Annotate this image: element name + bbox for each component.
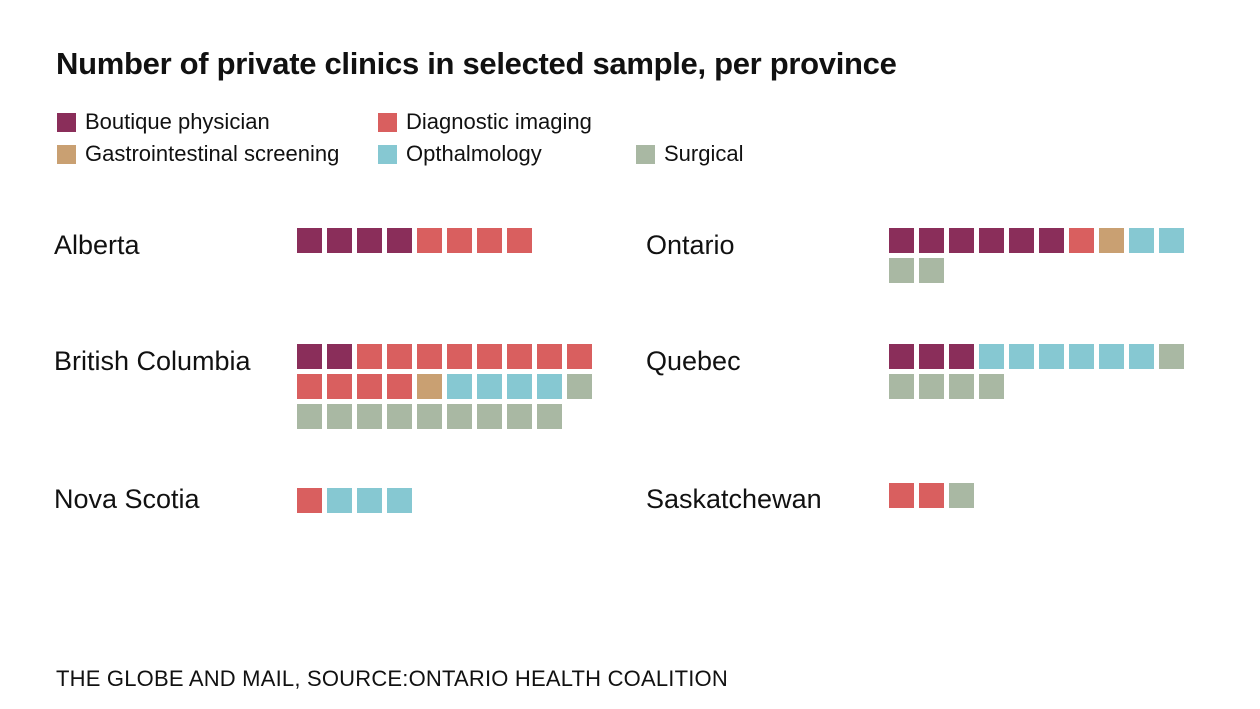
waffle-cell-ontario-gastro: [1099, 228, 1124, 253]
waffle-cell-quebec-opthalmology: [1069, 344, 1094, 369]
waffle-cell-british-columbia-diagnostic: [477, 344, 502, 369]
waffle-cell-nova-scotia-diagnostic: [297, 488, 322, 513]
waffle-cell-saskatchewan-surgical: [949, 483, 974, 508]
waffle-cell-quebec-surgical: [1159, 344, 1184, 369]
source-credit: THE GLOBE AND MAIL, SOURCE:ONTARIO HEALT…: [56, 666, 728, 691]
waffle-cell-british-columbia-boutique: [327, 344, 352, 369]
waffle-cell-quebec-opthalmology: [1129, 344, 1154, 369]
waffle-cell-ontario-surgical: [889, 258, 914, 283]
legend-label-boutique: Boutique physician: [85, 109, 270, 134]
legend-swatch-surgical: [636, 144, 655, 164]
waffle-cell-ontario-boutique: [1039, 228, 1064, 253]
waffle-cell-british-columbia-surgical: [537, 404, 562, 429]
waffle-cell-british-columbia-gastro: [417, 374, 442, 399]
waffle-cell-british-columbia-opthalmology: [477, 374, 502, 399]
waffle-cell-british-columbia-boutique: [297, 344, 322, 369]
waffle-cell-nova-scotia-opthalmology: [357, 488, 382, 513]
waffle-cell-alberta-boutique: [387, 228, 412, 253]
waffle-cell-alberta-boutique: [297, 228, 322, 253]
waffle-cell-british-columbia-diagnostic: [387, 374, 412, 399]
province-label-ontario: Ontario: [646, 230, 735, 260]
legend-item-gastro: Gastrointestinal screening: [57, 141, 339, 167]
waffle-cell-british-columbia-diagnostic: [567, 344, 592, 369]
waffle-cell-quebec-boutique: [889, 344, 914, 369]
waffle-cell-british-columbia-opthalmology: [537, 374, 562, 399]
waffle-cell-british-columbia-opthalmology: [507, 374, 532, 399]
waffle-cell-ontario-opthalmology: [1159, 228, 1184, 253]
waffle-cell-british-columbia-surgical: [327, 404, 352, 429]
waffle-cell-quebec-surgical: [919, 374, 944, 399]
legend-swatch-boutique: [57, 112, 76, 132]
waffle-cell-british-columbia-diagnostic: [507, 344, 532, 369]
waffle-cell-alberta-diagnostic: [477, 228, 502, 253]
waffle-cell-ontario-boutique: [979, 228, 1004, 253]
province-label-british-columbia: British Columbia: [54, 346, 251, 376]
legend-swatch-gastro: [57, 144, 76, 164]
waffle-cell-alberta-boutique: [327, 228, 352, 253]
waffle-cell-alberta-diagnostic: [417, 228, 442, 253]
waffle-cell-british-columbia-surgical: [447, 404, 472, 429]
province-label-alberta: Alberta: [54, 230, 140, 260]
legend-swatch-opthalmology: [378, 144, 397, 164]
waffle-cell-british-columbia-surgical: [357, 404, 382, 429]
waffle-cell-quebec-boutique: [919, 344, 944, 369]
waffle-cell-saskatchewan-diagnostic: [889, 483, 914, 508]
province-label-nova-scotia: Nova Scotia: [54, 484, 200, 514]
waffle-cell-quebec-surgical: [949, 374, 974, 399]
waffle-cell-ontario-opthalmology: [1129, 228, 1154, 253]
waffle-cell-ontario-boutique: [889, 228, 914, 253]
legend-label-opthalmology: Opthalmology: [406, 141, 542, 166]
waffle-cell-british-columbia-surgical: [297, 404, 322, 429]
waffle-cell-british-columbia-surgical: [507, 404, 532, 429]
waffle-cell-ontario-boutique: [1009, 228, 1034, 253]
waffle-cell-british-columbia-diagnostic: [357, 374, 382, 399]
waffle-cell-ontario-boutique: [949, 228, 974, 253]
chart-title: Number of private clinics in selected sa…: [56, 46, 897, 81]
legend-swatch-diagnostic: [378, 112, 397, 132]
waffle-cell-british-columbia-opthalmology: [447, 374, 472, 399]
legend-label-surgical: Surgical: [664, 141, 744, 166]
waffle-cell-saskatchewan-diagnostic: [919, 483, 944, 508]
legend-item-boutique: Boutique physician: [57, 109, 270, 135]
waffle-cell-quebec-opthalmology: [1039, 344, 1064, 369]
legend-item-surgical: Surgical: [636, 141, 743, 167]
waffle-cell-alberta-diagnostic: [447, 228, 472, 253]
waffle-cell-ontario-surgical: [919, 258, 944, 283]
waffle-cell-nova-scotia-opthalmology: [327, 488, 352, 513]
waffle-cell-ontario-boutique: [919, 228, 944, 253]
waffle-cell-british-columbia-surgical: [417, 404, 442, 429]
waffle-cell-quebec-surgical: [889, 374, 914, 399]
legend-label-gastro: Gastrointestinal screening: [85, 141, 340, 166]
waffle-cell-quebec-opthalmology: [1009, 344, 1034, 369]
waffle-cell-british-columbia-diagnostic: [537, 344, 562, 369]
waffle-cell-british-columbia-diagnostic: [387, 344, 412, 369]
waffle-cell-british-columbia-surgical: [477, 404, 502, 429]
waffle-cell-quebec-opthalmology: [1099, 344, 1124, 369]
waffle-cell-ontario-diagnostic: [1069, 228, 1094, 253]
waffle-cell-british-columbia-diagnostic: [357, 344, 382, 369]
legend-item-opthalmology: Opthalmology: [378, 141, 542, 167]
waffle-cell-british-columbia-diagnostic: [327, 374, 352, 399]
waffle-cell-alberta-boutique: [357, 228, 382, 253]
waffle-cell-nova-scotia-opthalmology: [387, 488, 412, 513]
waffle-cell-british-columbia-surgical: [567, 374, 592, 399]
legend-item-diagnostic: Diagnostic imaging: [378, 109, 592, 135]
waffle-cell-quebec-opthalmology: [979, 344, 1004, 369]
province-label-saskatchewan: Saskatchewan: [646, 484, 822, 514]
waffle-cell-quebec-boutique: [949, 344, 974, 369]
waffle-cell-british-columbia-diagnostic: [447, 344, 472, 369]
province-label-quebec: Quebec: [646, 346, 741, 376]
waffle-cell-quebec-surgical: [979, 374, 1004, 399]
legend-label-diagnostic: Diagnostic imaging: [406, 109, 592, 134]
waffle-cell-alberta-diagnostic: [507, 228, 532, 253]
waffle-cell-british-columbia-diagnostic: [417, 344, 442, 369]
waffle-cell-british-columbia-surgical: [387, 404, 412, 429]
waffle-cell-british-columbia-diagnostic: [297, 374, 322, 399]
